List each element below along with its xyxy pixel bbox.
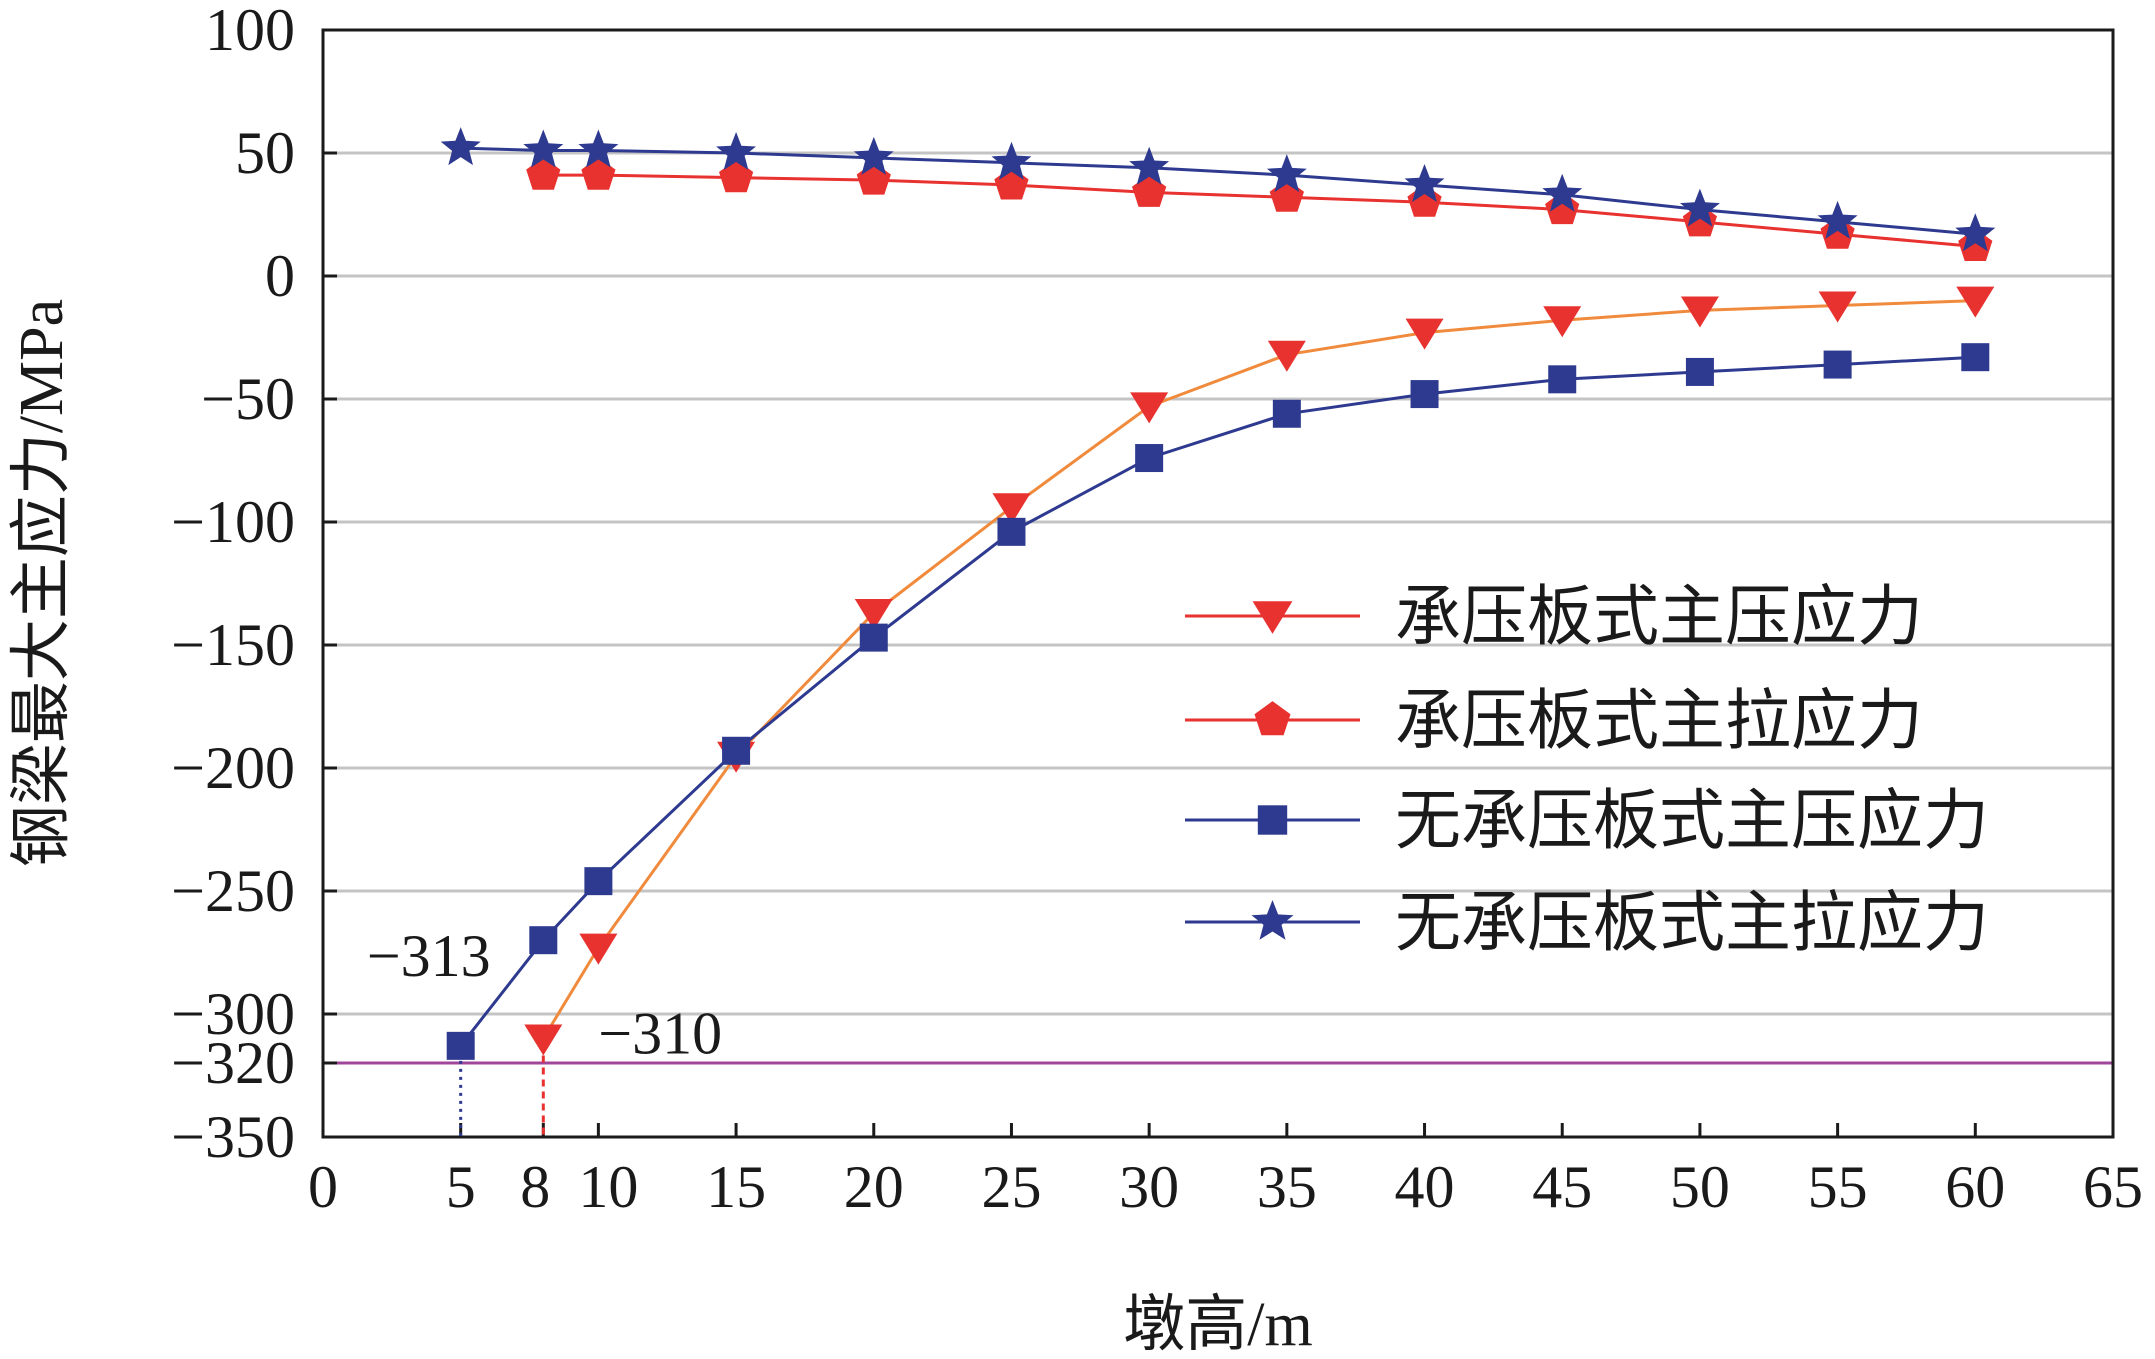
x-tick-label: 25 [981,1154,1041,1220]
legend-label: 承压板式主拉应力 [1395,685,1923,758]
legend-marker [1254,701,1291,736]
y-tick-label: 50 [235,120,295,186]
plot-frame [321,28,2115,1139]
data-point [1267,340,1306,372]
data-point [440,127,481,166]
y-tick-label: −200 [171,735,295,801]
data-point [1410,380,1439,409]
data-point [1129,146,1170,185]
data-point [446,1031,475,1060]
data-point [578,129,619,168]
x-tick-label: 15 [706,1154,766,1220]
series-layer [440,127,1996,1060]
data-point [854,599,893,631]
x-tick-label: 65 [2083,1154,2143,1220]
x-axis-title: 墩高/m [1123,1291,1312,1359]
series-line [460,146,1976,236]
data-point [584,867,613,896]
y-tick-label: −320 [171,1030,295,1096]
data-point [1956,286,1995,318]
x-tick-label: 0 [308,1154,338,1220]
data-point [1542,173,1583,212]
data-point [1130,392,1169,424]
data-point [1680,296,1719,328]
data-point [719,159,754,193]
x-tick-label: 20 [844,1154,904,1220]
x-tick-label: 45 [1532,1154,1592,1220]
annotation-label: −310 [598,1001,722,1067]
legend-label: 无承压板式主压应力 [1395,785,1989,858]
x-tick-label: 40 [1395,1154,1455,1220]
y-tick-label: −250 [171,858,295,924]
series-4 [440,127,1996,252]
data-point [1685,357,1714,386]
data-point [722,736,751,765]
y-axis-ticks: 100 50 0 −50 −100 −150 −200 −250 −300−320 −350 [171,0,337,1170]
data-point [1543,306,1582,338]
legend-label: 承压板式主压应力 [1395,581,1923,654]
data-point [523,129,564,168]
data-point [1961,343,1990,372]
data-point [856,162,891,195]
data-point [991,141,1032,180]
x-tick-label: 50 [1670,1154,1730,1220]
data-point [1823,350,1852,379]
data-point [526,157,561,190]
data-point [1680,188,1720,227]
x-tick-label: 30 [1119,1154,1179,1220]
x-tick-label: 8 [520,1154,550,1220]
y-tick-label: −350 [171,1104,295,1170]
y-tick-label: 100 [205,0,295,63]
data-point [581,157,616,190]
data-point [524,1024,563,1056]
y-tick-label: −300 [171,981,295,1047]
series-3 [446,343,1990,1060]
x-tick-label: 35 [1257,1154,1317,1220]
x-tick-label: 55 [1808,1154,1868,1220]
data-point [992,493,1031,525]
data-point [716,132,756,170]
y-tick-label: 0 [265,243,295,309]
data-point [859,623,888,652]
data-point [1404,164,1445,202]
legend-marker [1252,601,1293,634]
y-axis-title: 钢梁最大主应力/MPa [8,299,76,867]
series-line [542,299,1976,1040]
data-point [1548,365,1577,394]
data-point [1266,154,1307,193]
legend-marker [1257,805,1288,835]
data-point [1135,444,1164,473]
grid-lines [323,151,2113,1016]
data-point [1132,174,1167,207]
data-point [1269,179,1304,212]
x-tick-label: 5 [446,1154,476,1220]
data-point [1955,213,1996,252]
x-tick-label: 10 [578,1154,638,1220]
data-point [1405,318,1444,350]
legend-label: 无承压板式主拉应力 [1395,887,1989,960]
data-point [1272,399,1301,428]
y-tick-label: −50 [201,366,295,432]
series-2 [526,157,1993,261]
data-point [1818,291,1857,323]
annotation-label: −313 [367,923,491,989]
x-axis-ticks: 0 5 8 10 15 20 25 30 35 40 45 50 55 60 65 [308,1123,2143,1220]
y-tick-label: −150 [171,612,295,678]
data-point [529,926,558,955]
x-tick-label: 60 [1945,1154,2005,1220]
series-line [543,173,1976,248]
y-tick-label: −100 [171,489,295,555]
data-point [994,167,1029,200]
data-point [997,517,1026,546]
legend-marker [1251,900,1294,940]
data-point [853,136,894,175]
data-point [579,933,618,965]
data-point [1817,200,1858,239]
annotations: −313 −310 [367,923,722,1137]
